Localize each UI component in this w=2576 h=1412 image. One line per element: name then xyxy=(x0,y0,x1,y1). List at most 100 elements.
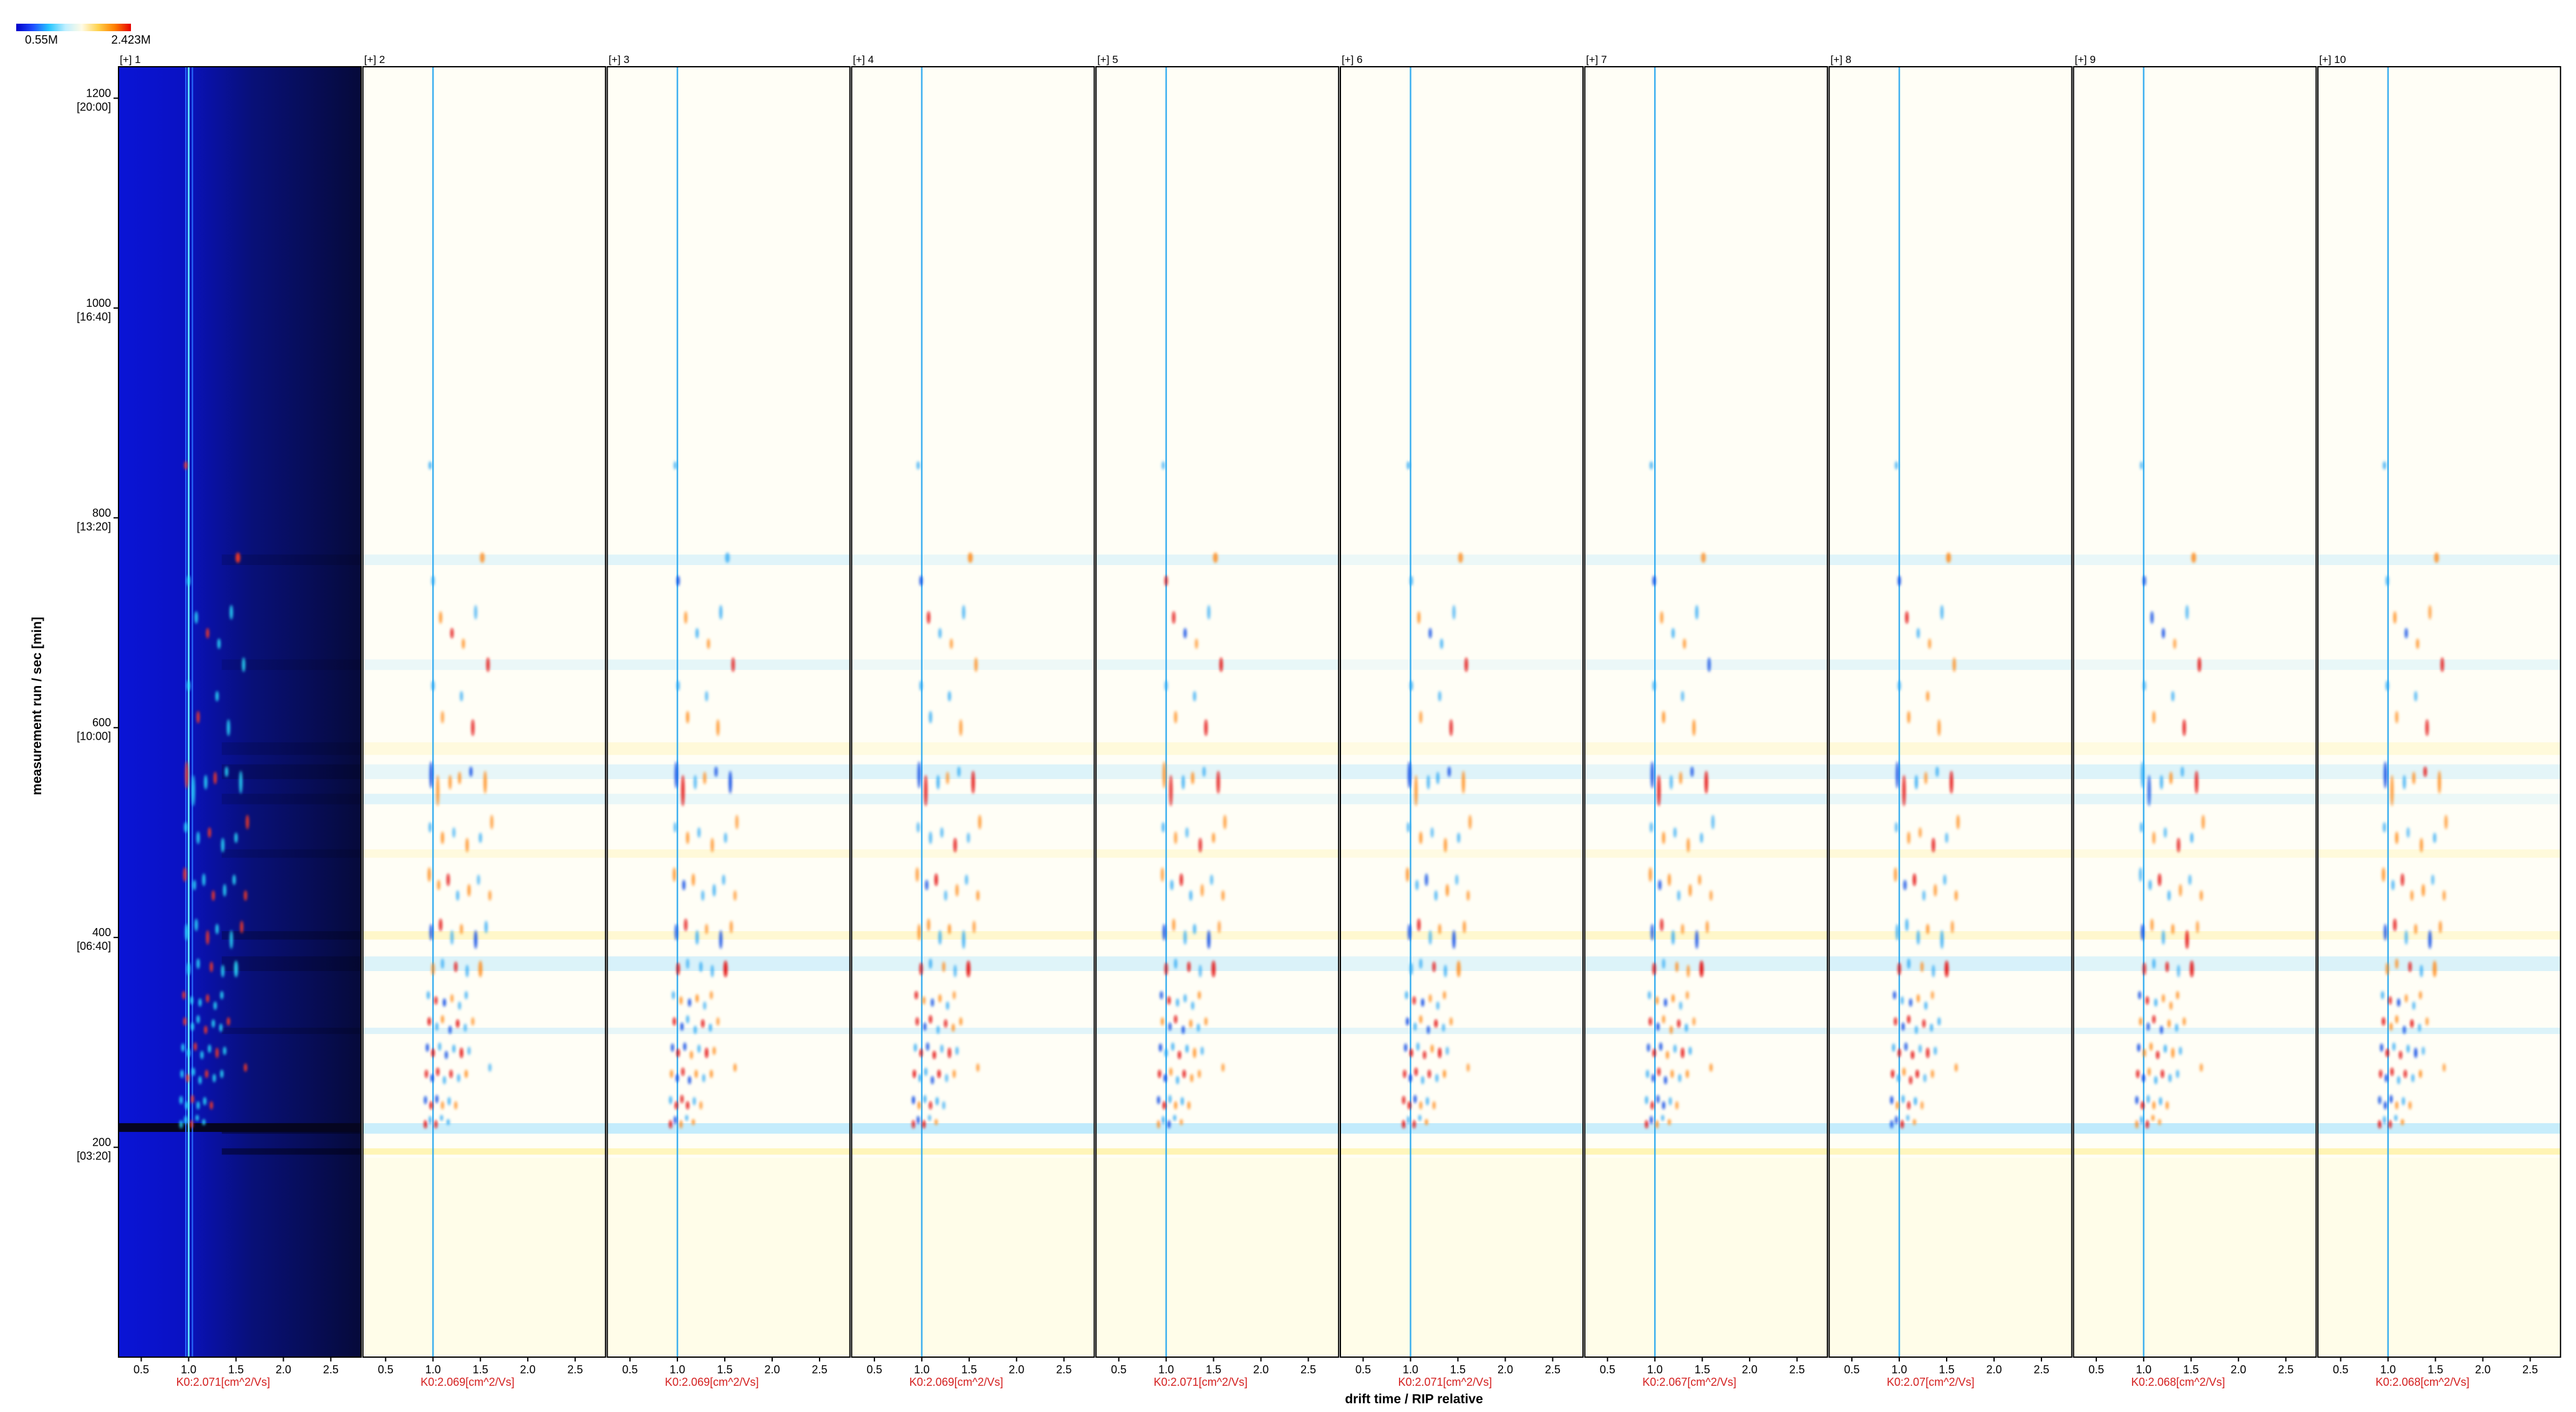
k0-label: K0:2.071[cm^2/Vs] xyxy=(1398,1376,1492,1388)
peak-spot xyxy=(203,1096,206,1106)
peak-spot xyxy=(1905,611,1909,624)
difference-band xyxy=(2073,1123,2317,1134)
peak-spot xyxy=(1441,1023,1445,1032)
panel-background xyxy=(1096,67,1339,1357)
peak-spot xyxy=(450,930,454,945)
peak-spot xyxy=(733,1063,737,1072)
difference-band xyxy=(1340,849,1583,858)
peak-spot xyxy=(1408,761,1411,789)
k0-label: K0:2.071[cm^2/Vs] xyxy=(1154,1376,1248,1388)
x-tick-label: 1.5 xyxy=(1939,1363,1955,1376)
x-tick-label: 2.5 xyxy=(2522,1363,2538,1376)
peak-spot xyxy=(1907,1101,1910,1110)
peak-spot xyxy=(2161,930,2165,945)
k0-label: K0:2.071[cm^2/Vs] xyxy=(176,1376,270,1388)
peak-spot xyxy=(2140,461,2144,470)
peak-spot xyxy=(2401,1096,2405,1106)
peak-spot xyxy=(725,552,730,563)
peak-spot xyxy=(1679,1001,1683,1010)
peak-spot xyxy=(679,996,683,1005)
peak-spot xyxy=(460,924,463,935)
peak-spot xyxy=(1405,990,1408,1000)
panel-frame xyxy=(2317,66,2562,1358)
peak-spot xyxy=(1174,1015,1178,1024)
peak-spot xyxy=(1660,918,1663,932)
difference-band xyxy=(362,1148,606,1155)
panel-title: [+] 9 xyxy=(2075,54,2096,65)
peak-spot xyxy=(1161,1116,1165,1124)
difference-band xyxy=(1340,931,1583,940)
peak-spot xyxy=(2152,958,2156,969)
peak-spot xyxy=(1954,890,1958,901)
peak-spot xyxy=(916,1017,919,1026)
peak-spot xyxy=(1423,1050,1426,1060)
peak-spot xyxy=(2381,1017,2385,1026)
x-tick-label: 2.5 xyxy=(1300,1363,1316,1376)
peak-spot xyxy=(1416,1042,1420,1051)
peak-spot xyxy=(2378,1096,2381,1105)
peak-spot xyxy=(1657,1067,1661,1076)
peak-spot xyxy=(2147,775,2151,806)
peak-spot xyxy=(2154,998,2157,1007)
peak-spot xyxy=(944,1019,947,1028)
peak-spot xyxy=(1436,771,1440,785)
peak-spot xyxy=(1916,627,1920,639)
peak-spot xyxy=(702,1073,705,1083)
peak-spot xyxy=(1711,815,1715,829)
peak-spot xyxy=(223,884,226,897)
peak-spot xyxy=(184,461,188,470)
peak-spot xyxy=(1204,1017,1208,1026)
peak-spot xyxy=(672,867,676,882)
x-tick-label: 0.5 xyxy=(622,1363,638,1376)
peak-spot xyxy=(2185,604,2189,620)
peak-spot xyxy=(2181,766,2184,777)
peak-spot xyxy=(709,990,713,1000)
peak-spot xyxy=(2385,1048,2389,1057)
peak-spot xyxy=(431,962,435,975)
peak-spot xyxy=(1452,604,1456,620)
peak-spot xyxy=(2157,873,2161,886)
x-tick-label: 1.5 xyxy=(2428,1363,2443,1376)
peak-spot xyxy=(2438,770,2441,794)
peak-spot xyxy=(424,1096,427,1105)
peak-spot xyxy=(735,815,738,829)
peak-spot xyxy=(447,873,450,886)
panel-frame xyxy=(362,66,606,1358)
x-tick-label: 2.0 xyxy=(2475,1363,2491,1376)
peak-spot xyxy=(1671,930,1675,945)
peak-spot xyxy=(2397,998,2401,1007)
peak-spot xyxy=(1915,1070,1919,1078)
peak-spot xyxy=(186,962,190,975)
peak-spot xyxy=(2408,961,2412,972)
difference-band xyxy=(1340,956,1583,971)
peak-spot xyxy=(2143,575,2146,586)
difference-band xyxy=(1096,1148,1339,1155)
peak-spot xyxy=(951,1023,955,1032)
peak-spot xyxy=(1912,1119,1916,1126)
peak-spot xyxy=(1165,575,1168,586)
peak-spot xyxy=(1198,1070,1201,1078)
colorbar: 0.55M 2.423M xyxy=(16,24,151,47)
peak-spot xyxy=(953,964,957,978)
x-axis-label: drift time / RIP relative xyxy=(1345,1392,1483,1406)
peak-spot xyxy=(193,1042,197,1051)
peak-spot xyxy=(2390,1095,2393,1103)
peak-spot xyxy=(1181,1025,1185,1034)
panel-6: [+] 6 0.5 1.0 1.5 2.0 2.5 K0:2.071[cm^2/Vs] xyxy=(1340,54,1584,1388)
panel-background-lower xyxy=(1584,1158,1828,1357)
peak-spot xyxy=(1914,1025,1918,1034)
difference-band xyxy=(362,1027,606,1034)
peak-spot xyxy=(211,890,215,901)
peak-spot xyxy=(1892,990,1896,1000)
peak-spot xyxy=(2166,961,2169,972)
peak-spot xyxy=(1179,1119,1183,1126)
peak-spot xyxy=(1652,1048,1656,1057)
peak-spot xyxy=(976,1063,980,1072)
peak-spot xyxy=(2201,815,2205,829)
peak-spot xyxy=(914,990,918,1000)
peak-spot xyxy=(486,657,490,672)
peak-spot xyxy=(190,996,193,1005)
x-tick-label: 2.0 xyxy=(1253,1363,1269,1376)
peak-spot xyxy=(1196,1023,1200,1032)
peak-spot xyxy=(669,1096,672,1105)
